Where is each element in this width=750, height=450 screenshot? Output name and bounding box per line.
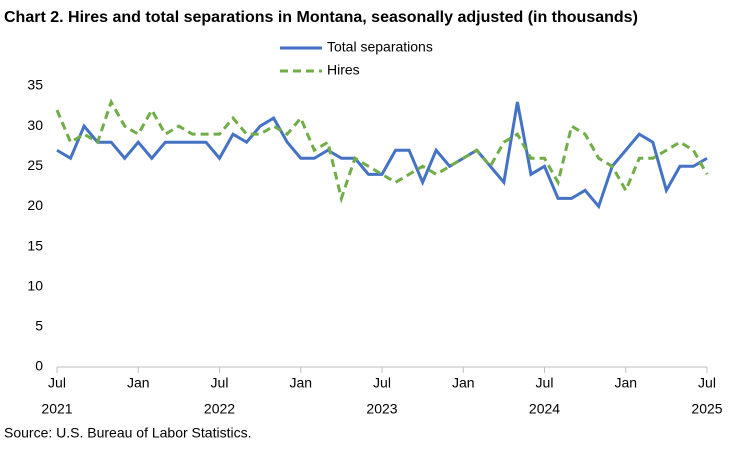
- x-tick-label: 2022: [204, 401, 235, 417]
- x-tick-label: Jan: [127, 375, 150, 391]
- x-tick-label: 2024: [529, 401, 560, 417]
- series-line: [55, 98, 709, 204]
- x-tick-label: Jul: [536, 375, 554, 391]
- x-tick-label: 2025: [691, 401, 722, 417]
- x-tick-label: Jan: [289, 375, 312, 391]
- y-tick-label: 35: [27, 77, 43, 93]
- x-tick-label: Jul: [373, 375, 391, 391]
- x-tick-label: Jul: [48, 375, 66, 391]
- y-tick-label: 0: [35, 358, 43, 374]
- y-tick-label: 25: [27, 157, 43, 173]
- x-tick-label: 2021: [41, 401, 72, 417]
- x-tick-label: Jul: [211, 375, 229, 391]
- y-tick-label: 5: [35, 318, 43, 334]
- y-tick-label: 10: [27, 277, 43, 293]
- source-note: Source: U.S. Bureau of Labor Statistics.: [4, 425, 251, 441]
- x-tick-label: Jan: [614, 375, 637, 391]
- y-tick-label: 30: [27, 117, 43, 133]
- chart-title: Chart 2. Hires and total separations in …: [4, 9, 638, 26]
- x-tick-label: 2023: [366, 401, 397, 417]
- x-tick-label: Jul: [698, 375, 716, 391]
- y-tick-label: 20: [27, 197, 43, 213]
- y-tick-label: 15: [27, 237, 43, 253]
- x-tick-label: Jan: [452, 375, 475, 391]
- legend-label: Total separations: [327, 39, 433, 55]
- series-line: [56, 101, 708, 210]
- legend-label: Hires: [327, 62, 360, 78]
